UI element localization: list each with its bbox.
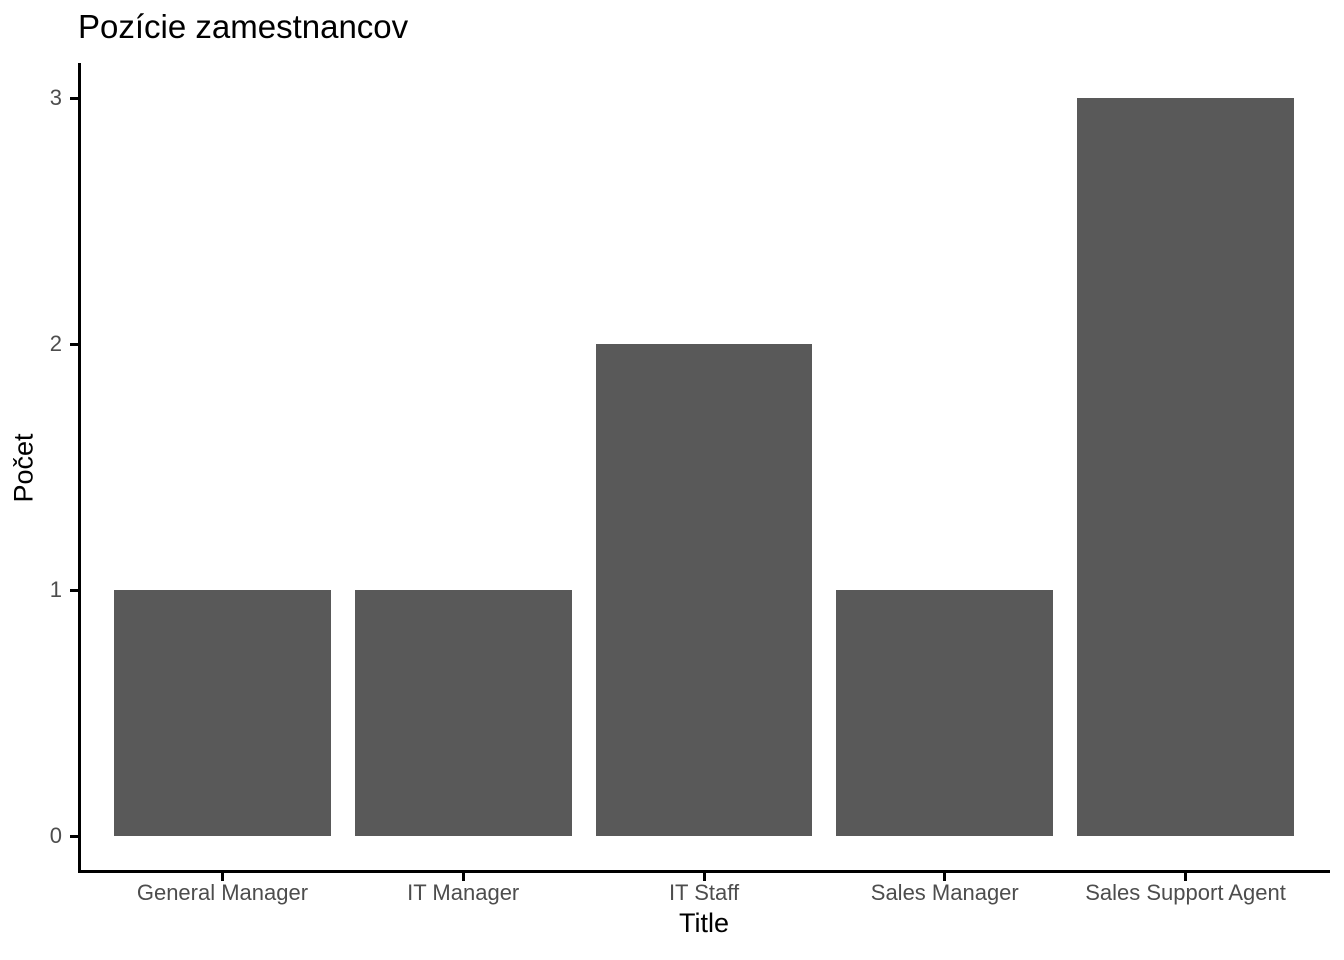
y-tick-label-1: 1 [49,577,62,602]
plot-panel [78,63,1330,873]
bar-sales-manager [836,590,1054,836]
x-tick-label-it-manager: IT Manager [407,880,520,905]
x-tick-mark-it-staff [702,873,706,881]
bar-it-manager [354,590,572,836]
y-tick-label-2: 2 [49,331,62,356]
y-tick-label-3: 3 [49,85,62,110]
x-tick-label-sales-manager: Sales Manager [870,880,1019,905]
y-axis-title: Počet [8,433,39,503]
x-axis-title: Title [678,908,729,938]
bar-it-staff [595,344,813,836]
x-tick-mark-it-manager [461,873,465,881]
x-tick-label-sales-support-agent: Sales Support Agent [1085,880,1286,905]
y-tick-mark-3 [70,96,78,100]
bar-sales-support-agent [1077,98,1294,836]
y-tick-mark-2 [70,342,78,346]
y-tick-label-0: 0 [49,823,62,848]
chart-title: Pozície zamestnancov [78,8,409,45]
x-tick-mark-sales-support-agent [1184,873,1188,881]
bar-general-manager [114,590,331,836]
y-tick-mark-1 [70,588,78,592]
x-tick-label-it-staff: IT Staff [668,880,740,905]
x-tick-mark-sales-manager [943,873,947,881]
y-tick-mark-0 [70,834,78,838]
x-tick-label-general-manager: General Manager [136,880,309,905]
x-tick-mark-general-manager [220,873,224,881]
